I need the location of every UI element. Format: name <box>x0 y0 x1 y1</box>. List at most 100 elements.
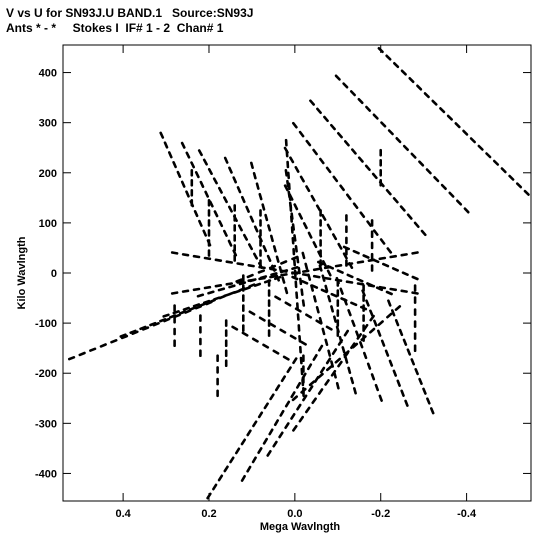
uv-point <box>406 348 412 356</box>
uv-point <box>440 183 447 190</box>
uv-point <box>110 338 118 344</box>
uv-point <box>315 204 322 212</box>
uv-point <box>139 325 147 331</box>
uv-point <box>251 456 257 464</box>
uv-point <box>399 205 406 212</box>
uv-point <box>357 156 364 163</box>
uv-point <box>262 245 268 253</box>
uv-point <box>337 360 343 368</box>
uv-point <box>429 407 435 415</box>
uv-point <box>381 262 390 268</box>
uv-point <box>334 278 343 283</box>
uv-point <box>378 285 387 290</box>
uv-point <box>406 213 413 220</box>
uv-point <box>203 285 212 290</box>
uv-point <box>385 290 393 296</box>
uv-point <box>246 273 254 279</box>
uv-point <box>291 121 298 129</box>
uv-point <box>329 123 336 131</box>
uv-point <box>297 266 301 275</box>
uv-point <box>370 373 376 381</box>
uv-point <box>386 247 393 254</box>
uv-point <box>324 379 330 386</box>
uv-point <box>365 299 370 307</box>
uv-point <box>327 349 332 357</box>
uv-point <box>202 158 208 166</box>
uv-point <box>149 321 157 327</box>
uv-point <box>423 92 430 99</box>
uv-point <box>390 309 396 317</box>
uv-point <box>266 254 272 263</box>
uv-point <box>312 353 318 361</box>
x-tick-label: 0.4 <box>115 508 131 520</box>
uv-point <box>190 161 195 169</box>
uv-point <box>152 321 160 327</box>
uv-point <box>357 97 364 105</box>
uv-point <box>241 331 249 337</box>
uv-point <box>345 193 352 201</box>
uv-point <box>243 233 248 241</box>
uv-point <box>236 280 244 284</box>
uv-point <box>359 341 364 349</box>
uv-point <box>317 344 324 352</box>
uv-point <box>218 186 223 194</box>
uv-point <box>281 276 286 284</box>
uv-point <box>185 190 190 198</box>
uv-point <box>223 292 231 298</box>
uv-point <box>252 420 258 428</box>
uv-point <box>308 385 314 393</box>
uv-point <box>283 184 289 192</box>
uv-point <box>240 474 246 482</box>
uv-point <box>170 291 179 295</box>
uv-point <box>299 340 307 346</box>
uv-point <box>392 61 400 69</box>
uv-point <box>180 180 186 188</box>
uv-point <box>290 412 296 420</box>
x-tick-label: 0.2 <box>201 508 216 520</box>
uv-point <box>433 176 440 183</box>
uv-point <box>194 171 200 179</box>
uv-point <box>217 474 224 482</box>
uv-point <box>245 205 250 213</box>
y-tick-label: -200 <box>35 368 57 380</box>
uv-point <box>197 149 203 157</box>
uv-point <box>388 359 394 367</box>
uv-point <box>321 327 326 336</box>
uv-point <box>343 140 350 147</box>
uv-point <box>248 283 256 288</box>
uv-point <box>378 394 383 402</box>
uv-point <box>228 284 236 289</box>
uv-point <box>196 293 205 298</box>
uv-point <box>330 305 335 313</box>
uv-point <box>181 253 190 257</box>
uv-point <box>272 245 277 253</box>
y-tick-label: 100 <box>39 218 57 230</box>
uv-point <box>414 367 419 376</box>
uv-point <box>418 160 425 167</box>
uv-point <box>339 184 345 192</box>
uv-point <box>263 402 269 410</box>
uv-point <box>416 84 423 91</box>
uv-point <box>305 313 313 319</box>
uv-point <box>213 296 221 301</box>
uv-point <box>508 174 515 181</box>
uv-point <box>342 252 348 260</box>
uv-point <box>401 271 409 277</box>
uv-point <box>332 175 339 183</box>
uv-point <box>241 195 246 204</box>
uv-point <box>268 428 274 436</box>
uv-point <box>311 397 317 405</box>
uv-point <box>203 299 211 305</box>
uv-point <box>204 190 209 198</box>
uv-point <box>181 289 190 293</box>
uv-point <box>141 326 150 331</box>
uv-point <box>330 369 337 377</box>
uv-point <box>404 399 409 407</box>
uv-point <box>477 144 484 151</box>
uv-point <box>431 99 438 106</box>
uv-point <box>269 393 275 401</box>
uv-point <box>350 376 355 385</box>
uv-point <box>342 82 349 89</box>
uv-point <box>351 319 356 328</box>
